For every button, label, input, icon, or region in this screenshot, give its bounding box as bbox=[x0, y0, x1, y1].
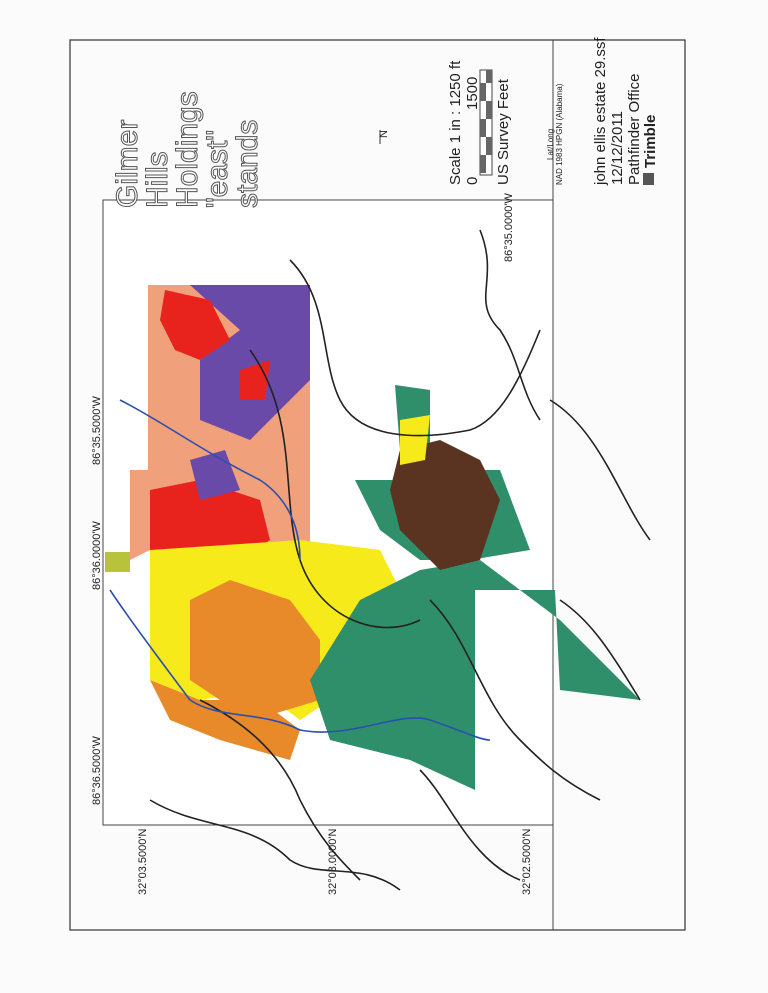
projection-info: Lat/Long NAD 1983 HPGN (Alabama) bbox=[546, 83, 564, 185]
lat-label: 32°03.0000'N bbox=[327, 829, 339, 895]
svg-text:Hills: Hills bbox=[141, 151, 174, 208]
streams-layer bbox=[109, 399, 491, 741]
scale-checker bbox=[479, 69, 493, 176]
stand-yellow-2 bbox=[400, 415, 430, 465]
svg-text:Gilmer: Gilmer bbox=[111, 120, 144, 208]
svg-text:Lat/Long: Lat/Long bbox=[546, 129, 555, 160]
lon-label: 86°36.0000'W bbox=[91, 521, 103, 590]
svg-text:12/12/2011: 12/12/2011 bbox=[609, 111, 626, 185]
map-title: Gilmer Hills Holdings "east" stands bbox=[111, 91, 265, 209]
svg-text:Pathfinder Office: Pathfinder Office bbox=[626, 74, 643, 185]
stands-layer bbox=[105, 285, 640, 790]
lat-label: 32°03.5000'N bbox=[137, 829, 149, 895]
lat-label: 32°02.5000'N bbox=[521, 829, 533, 895]
north-arrow: N bbox=[378, 130, 390, 144]
stand-red-1 bbox=[160, 290, 230, 360]
latitude-labels: 32°03.5000'N 32°03.0000'N 32°02.5000'N bbox=[137, 829, 533, 895]
svg-text:"east": "east" bbox=[201, 130, 234, 208]
svg-text:NAD 1983 HPGN (Alabama): NAD 1983 HPGN (Alabama) bbox=[555, 83, 564, 185]
svg-text:US Survey Feet: US Survey Feet bbox=[495, 78, 512, 185]
svg-text:Scale 1 in : 1250 ft: Scale 1 in : 1250 ft bbox=[447, 60, 464, 185]
outer-frame bbox=[69, 39, 686, 931]
svg-text:N: N bbox=[378, 130, 390, 138]
svg-text:Trimble: Trimble bbox=[642, 115, 659, 168]
stand-lime bbox=[105, 552, 130, 572]
svg-text:1500: 1500 bbox=[464, 77, 481, 110]
svg-text:0: 0 bbox=[464, 177, 481, 185]
file-info: john ellis estate 29.ssf 12/12/2011 Path… bbox=[592, 37, 659, 186]
stand-red-2 bbox=[150, 480, 270, 560]
stand-green bbox=[310, 560, 640, 790]
trimble-logo-icon bbox=[643, 173, 654, 185]
longitude-labels: 86°36.5000'W 86°36.0000'W 86°35.5000'W 8… bbox=[91, 193, 515, 805]
scale-bar: Scale 1 in : 1250 ft 0 1500 US Survey Fe… bbox=[447, 60, 512, 185]
stand-purple bbox=[190, 285, 310, 440]
svg-text:Holdings: Holdings bbox=[171, 91, 204, 208]
lon-label: 86°35.0000'W bbox=[503, 193, 515, 262]
svg-text:john ellis estate 29.ssf: john ellis estate 29.ssf bbox=[592, 37, 609, 186]
roads-layer bbox=[149, 229, 651, 891]
stand-orange-2 bbox=[150, 680, 300, 760]
lon-label: 86°36.5000'W bbox=[91, 736, 103, 805]
lon-label: 86°35.5000'W bbox=[91, 396, 103, 465]
svg-text:stands: stands bbox=[231, 120, 264, 208]
stand-brown bbox=[390, 440, 500, 570]
stand-orange bbox=[190, 580, 320, 715]
